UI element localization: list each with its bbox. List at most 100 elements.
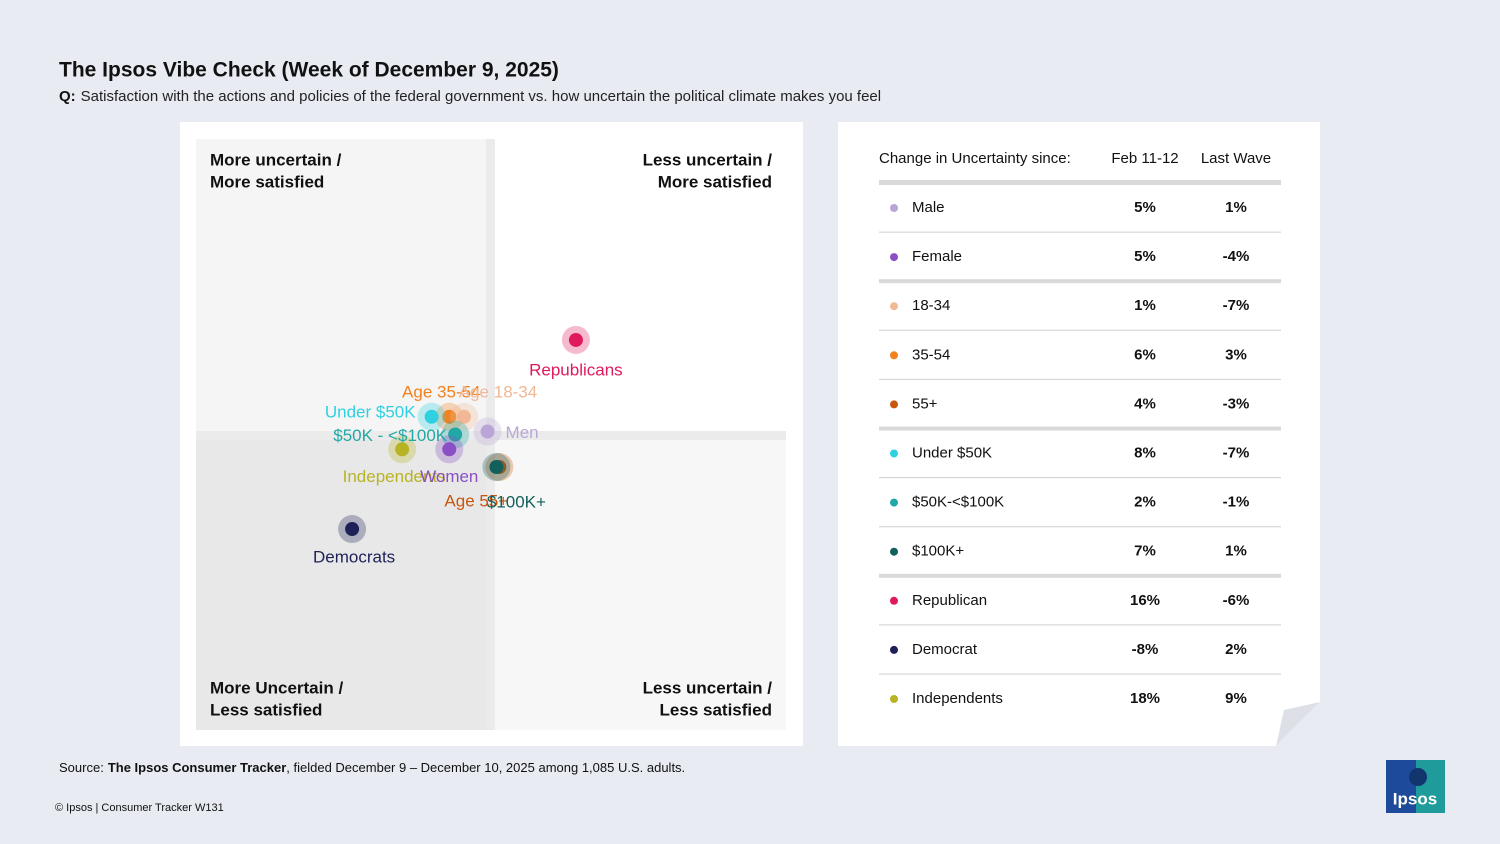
legend-dot [890,351,898,360]
quadrant-label: Less satisfied [660,700,772,719]
legend-dot [890,547,898,556]
point-label: Democrats [313,548,395,567]
table-rule-thick [879,180,1281,185]
quadrant-label: More Uncertain / [210,678,343,697]
cell-value: 6% [1134,346,1156,363]
cell-value: -7% [1223,444,1250,461]
cell-value: -1% [1223,494,1250,511]
question-prefix: Q: [59,88,76,105]
quadrant-label: More satisfied [658,172,772,191]
row-label: 18-34 [912,297,950,314]
cell-value: 16% [1130,592,1160,609]
point-label: $100K+ [487,492,546,511]
table: Change in Uncertainty since: Feb 11-12 Las… [879,150,1281,707]
table-header: Feb 11-12 [1111,150,1178,167]
row-label: Under $50K [912,444,992,461]
point-label: Women [420,467,478,486]
legend-dot [890,645,898,654]
quadrant-top-left [196,139,486,431]
point [480,424,495,439]
row-label: 35-54 [912,346,950,363]
source-bold: The Ipsos Consumer Tracker [108,760,286,775]
title: The Ipsos Vibe Check (Week of December 9… [59,59,559,82]
question: Q: Satisfaction with the actions and poli… [59,88,881,105]
point [345,522,360,537]
cell-value: 7% [1134,543,1156,560]
source: Source: The Ipsos Consumer Tracker, field… [59,760,685,775]
cell-value: 4% [1134,395,1156,412]
point-label: Age 35-54 [402,382,480,401]
point-label: Age 18-34 [459,382,537,401]
legend-dot [890,596,898,605]
source-suffix: , fielded December 9 – December 10, 2025… [286,760,685,775]
point-label: Men [506,423,539,442]
quadrant-top-right [495,139,786,431]
row-label: Democrat [912,641,978,658]
logo-text: Ipsos [1393,789,1437,808]
page-fold [1276,702,1320,746]
cell-value: 3% [1225,346,1247,363]
point [456,409,471,424]
table-rule-thick [879,573,1281,578]
cell-value: 18% [1130,690,1160,707]
legend-dot [890,695,898,703]
quadrant-label: Less uncertain / [643,150,773,169]
point [424,409,439,424]
row-label: Female [912,248,962,265]
point [448,427,463,442]
table-header: Change in Uncertainty since: [879,150,1071,167]
point [442,442,457,457]
point-label: Age 55+ [444,491,508,510]
cell-value: 2% [1134,494,1156,511]
table-card [838,122,1320,746]
point [395,442,410,457]
question-text: Satisfaction with the actions and polici… [81,88,881,105]
point [568,332,583,347]
cell-value: -8% [1132,641,1159,658]
quadrant-label: More satisfied [210,172,324,191]
point-label: Independents [343,467,446,486]
table-rule-thick [879,426,1281,431]
cell-value: -6% [1223,592,1250,609]
cell-value: -3% [1223,395,1250,412]
legend-dot [890,400,898,409]
row-label: 55+ [912,395,938,412]
legend-dot [890,204,898,212]
legend-dot [890,253,898,262]
legend-dot [890,498,898,507]
quadrant-label: Less satisfied [210,700,322,719]
table-rule-thick [879,279,1281,284]
row-label: Republican [912,592,987,609]
point-label: Republicans [529,360,623,379]
logo-mark [1409,768,1427,786]
row-label: $50K-<$100K [912,494,1004,511]
row-label: Independents [912,690,1003,707]
cell-value: 5% [1134,199,1156,216]
cell-value: 2% [1225,641,1247,658]
cell-value: 1% [1134,297,1156,314]
legend-dot [890,449,898,458]
quadrant-bottom-right [495,440,786,730]
quadrant-label: More uncertain / [210,150,342,169]
cell-value: 1% [1225,199,1247,216]
row-label: $100K+ [912,543,964,560]
legend-dot [890,302,898,311]
quadrant-bottom-left [196,440,486,730]
logo-shade [1386,760,1416,813]
source-prefix: Source: [59,760,104,775]
point [442,409,457,424]
point-label: $50K - <$100K [333,426,448,445]
cell-value: 1% [1225,543,1247,560]
cell-value: -4% [1223,248,1250,265]
cell-value: 8% [1134,444,1156,461]
row-label: Male [912,199,945,216]
point [489,460,504,475]
table-header: Last Wave [1201,150,1271,167]
footer: © Ipsos | Consumer Tracker W131 [55,802,224,814]
quadrant-label: Less uncertain / [643,678,773,697]
point-label: Under $50K [325,402,416,421]
cell-value: 9% [1225,690,1247,707]
cell-value: -7% [1223,297,1250,314]
